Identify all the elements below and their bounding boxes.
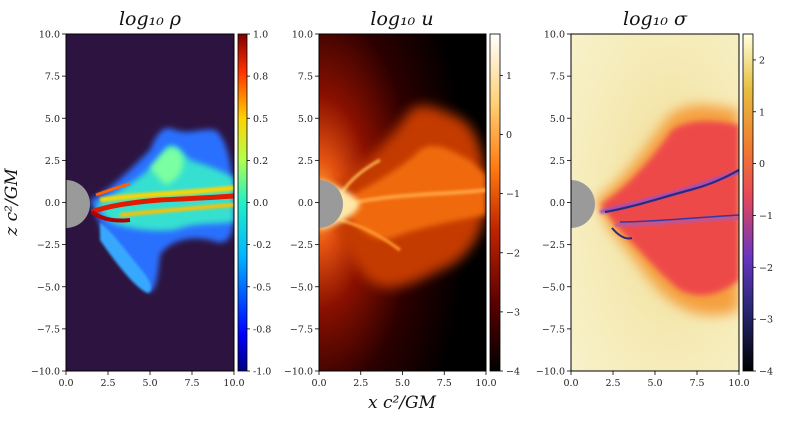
density-x-tick-label: 2.5 bbox=[100, 378, 115, 389]
density-y-tick-label: 2.5 bbox=[45, 156, 60, 167]
energy-y-tick-label: 0.0 bbox=[298, 198, 313, 209]
energy-heatmap bbox=[319, 34, 486, 371]
magnetization-y-tick-label: 5.0 bbox=[550, 114, 565, 125]
magnetization-y-tick-label: 7.5 bbox=[550, 72, 565, 83]
density-colorbar-tick-label: 0.5 bbox=[253, 114, 268, 125]
black-hole-horizon bbox=[66, 180, 90, 228]
density-colorbar-tick-label: 0.2 bbox=[253, 156, 268, 167]
energy-x-tick-label: 2.5 bbox=[353, 378, 368, 389]
density-colorbar-tick-label: -0.2 bbox=[253, 240, 271, 251]
magnetization-colorbar-tick-label: −3 bbox=[759, 315, 773, 326]
magnetization-colorbar-tick-label: 0 bbox=[759, 159, 765, 170]
density-colorbar-tick-label: 0.0 bbox=[253, 198, 268, 209]
energy-colorbar-tick-label: −4 bbox=[506, 367, 520, 378]
energy-y-tick-label: −5.0 bbox=[290, 282, 313, 293]
density-x-tick-label: 0.0 bbox=[58, 378, 73, 389]
magnetization-y-tick-label: 0.0 bbox=[550, 198, 565, 209]
panel-density bbox=[65, 33, 248, 372]
magnetization-x-tick-label: 7.5 bbox=[689, 378, 704, 389]
magnetization-y-tick-label: −2.5 bbox=[542, 240, 565, 251]
density-heatmap bbox=[66, 34, 234, 371]
energy-title: log₁₀ u bbox=[370, 8, 433, 30]
magnetization-x-tick-label: 2.5 bbox=[605, 378, 620, 389]
magnetization-y-tick-label: −7.5 bbox=[542, 324, 565, 335]
density-y-tick-label: −5.0 bbox=[37, 282, 60, 293]
energy-colorbar bbox=[489, 33, 501, 372]
density-y-tick-label: 7.5 bbox=[45, 72, 60, 83]
magnetization-title: log₁₀ σ bbox=[623, 8, 688, 30]
magnetization-colorbar-tick-label: −4 bbox=[759, 367, 773, 378]
energy-colorbar-tick-label: 1 bbox=[506, 71, 512, 82]
black-hole-horizon bbox=[571, 180, 595, 228]
magnetization-colorbar-tick-label: 1 bbox=[759, 107, 765, 118]
energy-y-tick-label: −7.5 bbox=[290, 324, 313, 335]
density-colorbar-tick-label: 1.0 bbox=[253, 30, 268, 41]
black-hole-horizon bbox=[319, 180, 343, 228]
energy-colorbar-tick-label: −2 bbox=[506, 248, 520, 259]
density-colorbar-tick-label: -0.5 bbox=[253, 282, 271, 293]
energy-x-tick-label: 10.0 bbox=[475, 378, 496, 389]
magnetization-colorbar-tick-label: 2 bbox=[759, 55, 765, 66]
magnetization-colorbar bbox=[742, 33, 754, 372]
magnetization-heatmap bbox=[571, 34, 739, 371]
energy-y-tick-label: 5.0 bbox=[298, 114, 313, 125]
energy-y-tick-label: −2.5 bbox=[290, 240, 313, 251]
magnetization-colorbar-tick-label: −1 bbox=[759, 211, 773, 222]
density-y-tick-label: −10.0 bbox=[31, 367, 60, 378]
density-colorbar-tick-label: 0.8 bbox=[253, 72, 268, 83]
density-x-tick-label: 5.0 bbox=[142, 378, 157, 389]
density-y-tick-label: −7.5 bbox=[37, 324, 60, 335]
y-axis-label: z c²/GM bbox=[2, 168, 22, 237]
magnetization-y-tick-label: −5.0 bbox=[542, 282, 565, 293]
energy-y-tick-label: 10.0 bbox=[292, 30, 313, 41]
density-colorbar-tick-label: -0.8 bbox=[253, 324, 271, 335]
magnetization-y-tick-label: −10.0 bbox=[536, 367, 565, 378]
density-y-tick-label: 0.0 bbox=[45, 198, 60, 209]
energy-x-tick-label: 0.0 bbox=[311, 378, 326, 389]
energy-colorbar-tick-label: −3 bbox=[506, 307, 520, 318]
energy-x-tick-label: 7.5 bbox=[437, 378, 452, 389]
energy-x-tick-label: 5.0 bbox=[395, 378, 410, 389]
energy-y-tick-label: −10.0 bbox=[284, 367, 313, 378]
density-title: log₁₀ ρ bbox=[119, 8, 182, 30]
magnetization-x-tick-label: 5.0 bbox=[647, 378, 662, 389]
energy-colorbar-tick-label: 0 bbox=[506, 130, 512, 141]
magnetization-y-tick-label: 2.5 bbox=[550, 156, 565, 167]
density-y-tick-label: 10.0 bbox=[39, 30, 60, 41]
magnetization-x-tick-label: 10.0 bbox=[728, 378, 749, 389]
density-x-tick-label: 7.5 bbox=[184, 378, 199, 389]
tick-layer: 0.0 2.5 5.0 7.5 10.010.07.55.02.50.0−2.5−5.0… bbox=[31, 30, 773, 390]
magnetization-y-tick-label: 10.0 bbox=[544, 30, 565, 41]
density-x-tick-label: 10.0 bbox=[223, 378, 244, 389]
panel-energy bbox=[318, 33, 501, 372]
density-colorbar-tick-label: -1.0 bbox=[253, 367, 271, 378]
x-axis-label: x c²/GM bbox=[368, 393, 437, 413]
panel-magnetization bbox=[570, 33, 754, 372]
energy-colorbar-tick-label: −1 bbox=[506, 189, 520, 200]
magnetization-x-tick-label: 0.0 bbox=[563, 378, 578, 389]
energy-y-tick-label: 2.5 bbox=[298, 156, 313, 167]
density-colorbar bbox=[237, 33, 248, 372]
energy-y-tick-label: 7.5 bbox=[298, 72, 313, 83]
magnetization-colorbar-tick-label: −2 bbox=[759, 263, 773, 274]
density-y-tick-label: 5.0 bbox=[45, 114, 60, 125]
density-y-tick-label: −2.5 bbox=[37, 240, 60, 251]
